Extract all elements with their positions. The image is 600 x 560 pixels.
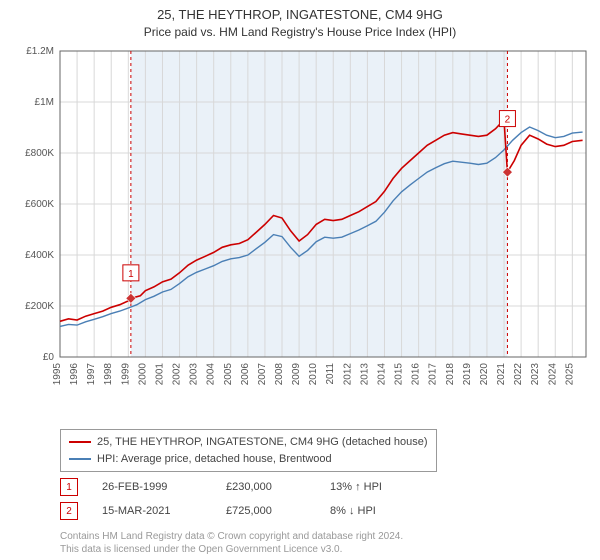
legend-label: HPI: Average price, detached house, Bren… <box>97 451 332 468</box>
svg-text:2012: 2012 <box>342 363 353 386</box>
svg-text:2000: 2000 <box>137 363 148 386</box>
legend: 25, THE HEYTHROP, INGATESTONE, CM4 9HG (… <box>60 429 437 472</box>
chart-title-line2: Price paid vs. HM Land Registry's House … <box>8 24 592 41</box>
footer-line2: This data is licensed under the Open Gov… <box>60 543 588 556</box>
svg-text:2005: 2005 <box>223 363 234 386</box>
svg-text:2008: 2008 <box>274 363 285 386</box>
svg-text:£200K: £200K <box>25 301 54 312</box>
svg-text:£400K: £400K <box>25 250 54 261</box>
svg-text:£0: £0 <box>43 352 55 363</box>
event-date: 15-MAR-2021 <box>102 505 202 517</box>
svg-text:2018: 2018 <box>445 363 456 386</box>
svg-text:2006: 2006 <box>240 363 251 386</box>
legend-row: HPI: Average price, detached house, Bren… <box>69 451 428 468</box>
event-row: 1 26-FEB-1999 £230,000 13% ↑ HPI <box>60 478 588 496</box>
chart-titles: 25, THE HEYTHROP, INGATESTONE, CM4 9HG P… <box>8 6 592 41</box>
chart-area: £0 £200K £400K £600K £800K £1M £1.2M 1995 1996 19… <box>8 45 592 423</box>
event-row: 2 15-MAR-2021 £725,000 8% ↓ HPI <box>60 502 588 520</box>
svg-text:2021: 2021 <box>496 363 507 386</box>
svg-text:£800K: £800K <box>25 148 54 159</box>
svg-text:2025: 2025 <box>564 363 575 386</box>
svg-text:1998: 1998 <box>103 363 114 386</box>
event-delta: 8% ↓ HPI <box>330 505 420 517</box>
svg-text:2010: 2010 <box>308 363 319 386</box>
svg-text:2023: 2023 <box>530 363 541 386</box>
svg-text:2019: 2019 <box>462 363 473 386</box>
svg-text:2002: 2002 <box>172 363 183 386</box>
event-marker-box: 2 <box>60 502 78 520</box>
svg-text:£600K: £600K <box>25 199 54 210</box>
svg-text:2017: 2017 <box>428 363 439 386</box>
legend-swatch-series2 <box>69 458 91 460</box>
svg-text:1999: 1999 <box>120 363 131 386</box>
legend-swatch-series1 <box>69 441 91 443</box>
event-price: £725,000 <box>226 505 306 517</box>
svg-text:2011: 2011 <box>325 363 336 385</box>
svg-text:£1.2M: £1.2M <box>26 46 54 57</box>
svg-text:2004: 2004 <box>206 363 217 386</box>
svg-text:2014: 2014 <box>376 363 387 386</box>
event-date: 26-FEB-1999 <box>102 481 202 493</box>
svg-text:2007: 2007 <box>257 363 268 386</box>
svg-text:2009: 2009 <box>291 363 302 386</box>
svg-text:1997: 1997 <box>86 363 97 386</box>
svg-text:2015: 2015 <box>394 363 405 386</box>
legend-row: 25, THE HEYTHROP, INGATESTONE, CM4 9HG (… <box>69 434 428 451</box>
legend-label: 25, THE HEYTHROP, INGATESTONE, CM4 9HG (… <box>97 434 428 451</box>
event-price: £230,000 <box>226 481 306 493</box>
svg-text:1995: 1995 <box>52 363 63 386</box>
svg-text:2016: 2016 <box>411 363 422 386</box>
svg-text:2024: 2024 <box>547 363 558 386</box>
svg-text:2022: 2022 <box>513 363 524 386</box>
event-table: 1 26-FEB-1999 £230,000 13% ↑ HPI 2 15-MA… <box>60 478 588 526</box>
svg-text:1: 1 <box>128 269 134 280</box>
footer-line1: Contains HM Land Registry data © Crown c… <box>60 530 588 543</box>
svg-text:2020: 2020 <box>479 363 490 386</box>
svg-text:£1M: £1M <box>35 97 54 108</box>
svg-text:2003: 2003 <box>189 363 200 386</box>
event-delta: 13% ↑ HPI <box>330 481 420 493</box>
footer: Contains HM Land Registry data © Crown c… <box>60 530 588 556</box>
svg-text:2001: 2001 <box>154 363 165 386</box>
svg-text:2: 2 <box>505 115 511 126</box>
chart-title-line1: 25, THE HEYTHROP, INGATESTONE, CM4 9HG <box>8 6 592 24</box>
event-marker-box: 1 <box>60 478 78 496</box>
svg-text:1996: 1996 <box>69 363 80 386</box>
chart-svg: £0 £200K £400K £600K £800K £1M £1.2M 1995 1996 19… <box>8 45 592 405</box>
svg-text:2013: 2013 <box>359 363 370 386</box>
